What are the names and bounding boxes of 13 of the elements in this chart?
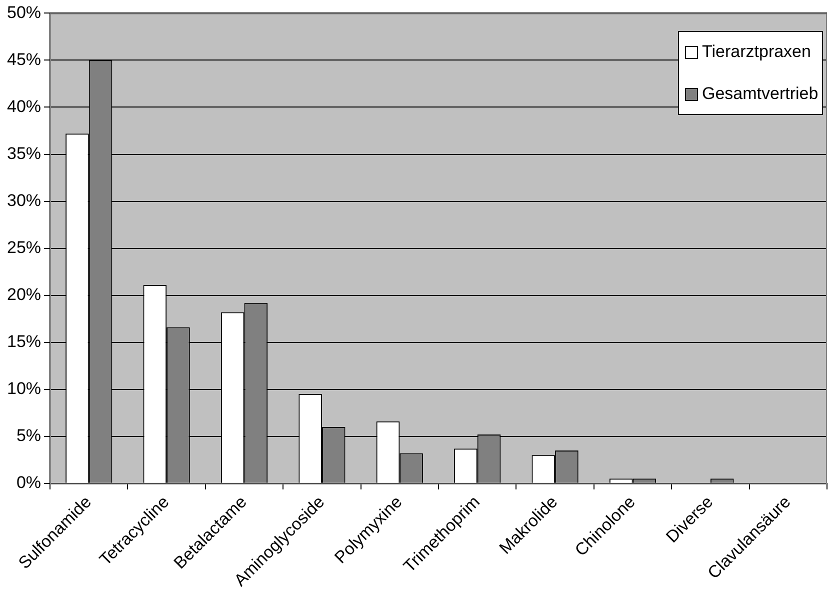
y-tick-label: 25%	[6, 238, 42, 257]
y-tick-label: 35%	[6, 144, 42, 163]
y-tick-label: 20%	[6, 285, 42, 304]
y-tick-label: 0%	[16, 473, 42, 492]
y-tick-label: 5%	[16, 426, 42, 446]
y-tick-label: 10%	[6, 379, 42, 398]
y-tick-label: 50%	[6, 2, 42, 22]
y-tick-label: 15%	[6, 332, 42, 352]
y-tick-label: 45%	[6, 50, 42, 69]
legend-label: Gesamtvertrieb	[702, 84, 818, 104]
legend-label: Tierarztpraxen	[702, 42, 811, 62]
y-tick-label: 30%	[6, 190, 42, 210]
y-tick-label: 40%	[6, 96, 42, 116]
